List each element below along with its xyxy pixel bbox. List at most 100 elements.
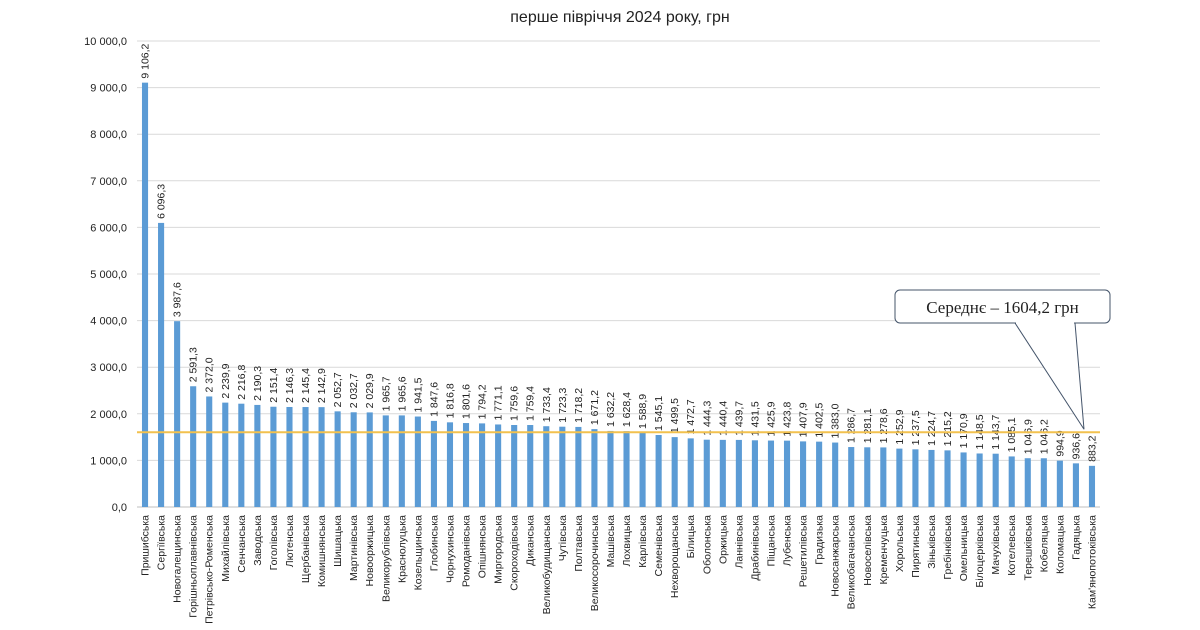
bar xyxy=(992,453,999,507)
data-label: 2 142,9 xyxy=(316,368,328,403)
x-tick-label: Кобеляцька xyxy=(1038,515,1050,572)
x-tick-label: Горішньоплавнівська xyxy=(188,515,200,618)
bar xyxy=(655,434,662,507)
x-tick-label: Сенчанська xyxy=(236,515,248,573)
data-label: 1 801,6 xyxy=(461,384,473,419)
average-callout-box xyxy=(894,289,1111,324)
x-tick-label: Гадяцька xyxy=(1070,515,1082,560)
x-tick-label: Оржицька xyxy=(717,515,729,564)
x-tick-label: Кам'янопотоківська xyxy=(1086,515,1098,609)
x-tick-label: Новогалещинська xyxy=(172,515,184,603)
x-tick-label: Оболонська xyxy=(701,515,713,574)
bar xyxy=(254,404,261,507)
x-tick-label: Мачухівська xyxy=(990,515,1002,575)
data-label: 1 723,3 xyxy=(557,388,569,423)
bar xyxy=(751,440,758,507)
data-label: 2 372,0 xyxy=(204,357,216,392)
x-tick-label: Великобудищанська xyxy=(541,515,553,615)
x-tick-label: Диканська xyxy=(525,515,537,566)
data-label: 1 085,1 xyxy=(1006,417,1018,452)
x-tick-label: Кременчуцька xyxy=(878,515,890,585)
bar xyxy=(302,407,309,507)
bar xyxy=(462,423,470,507)
bar xyxy=(832,442,839,507)
bar xyxy=(414,416,421,507)
x-tick-label: Пирятинська xyxy=(910,515,922,578)
bar xyxy=(495,424,502,507)
bar xyxy=(1024,458,1031,507)
bar xyxy=(800,441,807,507)
data-label: 1 816,8 xyxy=(444,383,456,418)
x-tick-label: Миргородська xyxy=(493,515,505,584)
bar xyxy=(1008,456,1015,507)
x-tick-label: Лубенська xyxy=(782,515,794,566)
y-tick-label: 8 000,0 xyxy=(90,129,127,141)
x-tick-label: Градизька xyxy=(814,515,826,565)
data-label: 994,9 xyxy=(1054,430,1066,456)
x-tick-label: Шишацька xyxy=(332,515,344,567)
bar xyxy=(270,406,277,507)
data-label: 2 151,4 xyxy=(268,368,280,403)
x-tick-label: Сергіївська xyxy=(156,515,168,570)
bar xyxy=(174,321,181,507)
data-label: 1 170,9 xyxy=(958,413,970,448)
data-label: 2 032,7 xyxy=(348,373,360,408)
data-label: 1 439,7 xyxy=(733,401,745,436)
data-label: 1 588,9 xyxy=(637,394,649,429)
data-label: 2 239,9 xyxy=(220,363,232,398)
data-label: 1 215,2 xyxy=(942,411,954,446)
x-tick-label: Лютенська xyxy=(284,515,296,567)
x-tick-label: Скороходівська xyxy=(509,515,521,591)
bar xyxy=(222,402,229,507)
bar xyxy=(527,425,534,507)
bar xyxy=(1040,458,1047,507)
bars xyxy=(141,82,1096,508)
bar xyxy=(382,415,389,507)
data-label: 2 216,8 xyxy=(236,365,248,400)
bar xyxy=(607,430,614,507)
x-tick-label: Заводська xyxy=(252,515,264,566)
x-tick-label: Петрівсько-Роменська xyxy=(204,515,216,624)
callout-pointer xyxy=(1014,322,1085,430)
y-tick-label: 2 000,0 xyxy=(90,409,127,421)
bar xyxy=(864,447,871,507)
bar xyxy=(783,440,791,507)
x-tick-label: Краснолуцька xyxy=(396,515,408,583)
bar xyxy=(559,426,566,507)
bar xyxy=(206,396,213,507)
bar xyxy=(1088,465,1096,507)
x-tick-label: Щербанівська xyxy=(300,515,312,583)
data-label: 1 237,5 xyxy=(910,410,922,445)
data-label: 1 046,2 xyxy=(1038,419,1050,454)
data-label: 9 106,2 xyxy=(140,43,152,78)
data-label: 1 286,7 xyxy=(846,408,858,443)
bar xyxy=(334,411,341,507)
data-labels: 9 106,2 6 096,3 3 987,6 2 591,3 2 372,0 2 239… xyxy=(140,43,1099,461)
x-tick-label: Зіньківська xyxy=(926,515,938,569)
data-label: 1 252,9 xyxy=(894,409,906,444)
data-label: 1 759,6 xyxy=(509,386,521,421)
bar xyxy=(430,420,437,507)
data-label: 1 965,6 xyxy=(396,376,408,411)
x-tick-label: Новооржицька xyxy=(364,515,376,587)
y-tick-label: 6 000,0 xyxy=(90,222,127,234)
y-tick-label: 1 000,0 xyxy=(90,455,127,467)
x-tick-label: Карлівська xyxy=(637,515,649,568)
data-label: 3 987,6 xyxy=(172,282,184,317)
chart-title: перше півріччя 2024 року, грн xyxy=(510,9,729,26)
bar xyxy=(350,412,357,507)
data-label: 2 146,3 xyxy=(284,368,296,403)
bar xyxy=(591,429,598,507)
data-label: 1 431,5 xyxy=(749,401,761,436)
data-label: 1 965,7 xyxy=(380,376,392,411)
data-label: 1 423,8 xyxy=(782,401,794,436)
x-tick-label: Решетилівська xyxy=(798,515,810,587)
x-tick-label: Піщанська xyxy=(765,515,777,567)
data-label: 1 632,2 xyxy=(605,392,617,427)
data-label: 2 052,7 xyxy=(332,372,344,407)
x-tick-label: Омельницька xyxy=(958,515,970,581)
bar xyxy=(848,447,855,507)
bar xyxy=(880,447,887,507)
data-label: 883,2 xyxy=(1086,435,1098,461)
